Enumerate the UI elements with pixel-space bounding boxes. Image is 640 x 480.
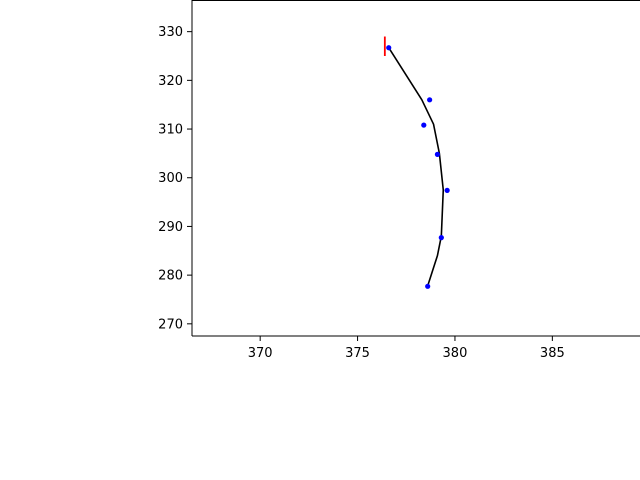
data-point [427, 97, 433, 103]
data-point [425, 283, 431, 289]
data-point [386, 45, 392, 51]
data-point [438, 235, 444, 241]
plot-area [192, 0, 640, 336]
y-tick-label: 320 [158, 74, 183, 89]
y-tick-label: 310 [158, 123, 183, 138]
y-tick-label: 300 [158, 171, 183, 186]
series-line [388, 47, 445, 287]
data-point [421, 122, 427, 128]
x-tick-label: 380 [443, 346, 468, 361]
y-tick-label: 330 [158, 25, 183, 40]
series-layer [383, 36, 450, 289]
data-point [434, 151, 441, 157]
y-tick-label: 270 [158, 317, 183, 332]
axes-layer: 370 375 380 385 270 280 290 300 310 320 330 [158, 0, 640, 361]
x-tick-label: 370 [248, 346, 273, 361]
y-tick-label: 280 [158, 269, 183, 284]
x-tick-label: 375 [345, 346, 370, 361]
data-point [444, 187, 450, 193]
plot-background [192, 0, 640, 336]
y-tick-label: 290 [158, 220, 183, 235]
x-tick-label: 385 [540, 346, 565, 361]
